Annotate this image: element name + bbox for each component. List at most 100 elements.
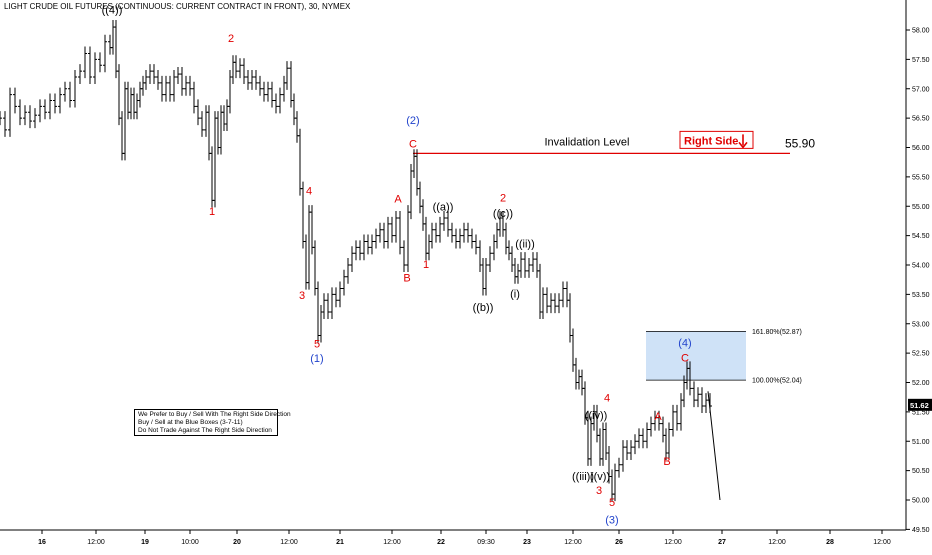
x-tick-label: 16 xyxy=(38,539,46,546)
price-bar xyxy=(141,75,145,96)
y-tick-label: 57.00 xyxy=(912,86,930,93)
price-bar xyxy=(292,93,296,126)
price-bar xyxy=(111,20,115,55)
price-bar xyxy=(561,281,565,308)
price-bar xyxy=(282,75,286,102)
price-bar xyxy=(126,81,130,120)
x-tick-label: 19 xyxy=(141,539,149,546)
price-bar xyxy=(234,55,238,79)
price-bar xyxy=(374,228,378,249)
price-bar xyxy=(390,216,394,243)
price-bar xyxy=(168,75,172,102)
price-bar xyxy=(402,240,406,273)
price-bar xyxy=(210,146,214,208)
price-bar xyxy=(688,361,692,396)
y-tick-label: 49.50 xyxy=(912,527,930,534)
price-bar xyxy=(406,205,410,273)
price-bar xyxy=(354,240,358,261)
price-bar xyxy=(28,105,32,129)
wave-label: (i) xyxy=(510,288,520,300)
price-bar xyxy=(474,234,478,255)
wave-label: 4 xyxy=(604,392,610,404)
price-bar xyxy=(545,287,549,314)
y-tick-label: 55.50 xyxy=(912,174,930,181)
price-bar xyxy=(516,263,520,284)
price-bar xyxy=(216,111,220,155)
price-bar xyxy=(129,87,133,120)
price-bar xyxy=(152,64,156,85)
wave-label: (4) xyxy=(678,338,691,350)
price-bar xyxy=(144,69,148,90)
price-bar xyxy=(114,20,118,79)
wave-label: (3) xyxy=(605,515,618,527)
price-bar xyxy=(83,46,87,79)
x-tick-label: 21 xyxy=(336,539,344,546)
wave-label: 1 xyxy=(209,206,215,218)
price-bar xyxy=(63,81,67,102)
price-bar xyxy=(362,234,366,261)
wave-label: ((b)) xyxy=(473,302,494,314)
y-tick-label: 55.00 xyxy=(912,204,930,211)
price-bar xyxy=(78,64,82,85)
price-bar xyxy=(172,69,176,102)
price-bar xyxy=(266,81,270,102)
price-bar xyxy=(704,393,708,414)
price-bar xyxy=(228,69,232,114)
price-bar xyxy=(188,75,192,96)
price-bar xyxy=(394,210,398,243)
note-line-3: Do Not Trade Against The Right Side Dire… xyxy=(138,427,272,434)
price-bar xyxy=(88,46,92,85)
x-tick-label: 10:00 xyxy=(181,539,199,546)
y-tick-label: 52.50 xyxy=(912,351,930,358)
price-bar xyxy=(538,263,542,320)
price-bar xyxy=(48,93,52,120)
wave-label: 5 xyxy=(609,497,615,509)
price-bar xyxy=(510,246,514,273)
price-bar xyxy=(43,99,47,120)
price-bar xyxy=(386,216,390,249)
wave-label: (2) xyxy=(406,115,419,127)
price-bar xyxy=(8,87,12,137)
price-bar xyxy=(238,58,242,79)
price-bar xyxy=(700,387,704,414)
price-bar xyxy=(0,111,2,126)
price-bar xyxy=(598,428,602,466)
price-bar xyxy=(3,111,7,137)
y-tick-label: 51.50 xyxy=(912,409,930,416)
price-bar xyxy=(450,222,454,243)
price-bar xyxy=(180,67,184,96)
price-bar xyxy=(307,205,311,290)
x-tick-label: 12:00 xyxy=(768,539,786,546)
price-bar xyxy=(350,246,354,273)
x-tick-label: 27 xyxy=(718,539,726,546)
fib-161-label: 161.80%(52.87) xyxy=(752,329,802,336)
price-bar xyxy=(358,240,362,261)
y-tick-label: 51.00 xyxy=(912,439,930,446)
price-bar xyxy=(625,440,629,461)
price-layer: 51.62 xyxy=(0,20,932,502)
price-bar xyxy=(470,228,474,249)
price-bar xyxy=(679,393,683,431)
price-bar xyxy=(58,87,62,114)
price-bar xyxy=(641,428,645,449)
price-bar xyxy=(409,163,413,220)
price-bar xyxy=(418,181,422,214)
price-bar xyxy=(617,457,621,478)
price-bar xyxy=(274,93,278,114)
wave-label: ((a)) xyxy=(433,201,454,213)
price-bar xyxy=(671,404,675,437)
wave-label: A xyxy=(654,411,662,423)
x-tick-label: 12:00 xyxy=(873,539,891,546)
wave-label: 2 xyxy=(228,33,234,45)
wave-label: ((iv)) xyxy=(585,410,608,422)
price-bar xyxy=(18,99,22,126)
down-arrow-head xyxy=(738,141,748,149)
price-bar xyxy=(68,81,72,108)
price-bar xyxy=(278,87,282,114)
price-bar xyxy=(557,293,561,314)
wave-label: 3 xyxy=(299,290,305,302)
price-bar xyxy=(513,257,517,284)
y-tick-label: 54.50 xyxy=(912,233,930,240)
price-bar xyxy=(304,234,308,290)
wave-label: ((v)) xyxy=(590,471,610,483)
